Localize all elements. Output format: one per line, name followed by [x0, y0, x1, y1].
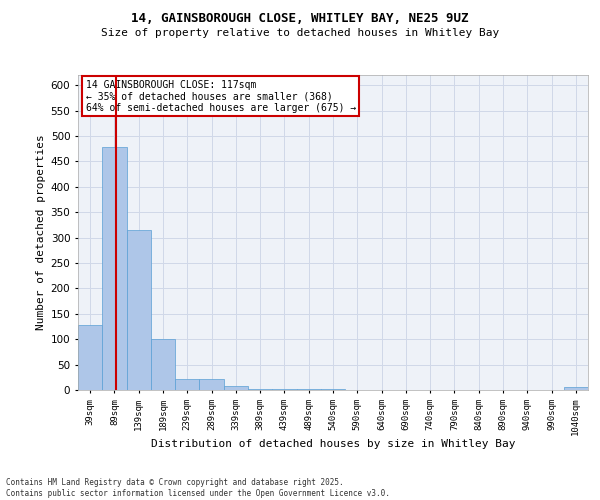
Bar	[151, 339, 175, 390]
Bar	[224, 386, 248, 390]
Bar	[296, 389, 321, 390]
Bar	[272, 389, 296, 390]
Text: Contains HM Land Registry data © Crown copyright and database right 2025.
Contai: Contains HM Land Registry data © Crown c…	[6, 478, 390, 498]
X-axis label: Distribution of detached houses by size in Whitley Bay: Distribution of detached houses by size …	[151, 440, 515, 450]
Bar	[102, 147, 127, 390]
Bar	[248, 389, 272, 390]
Bar	[175, 379, 199, 390]
Text: Size of property relative to detached houses in Whitley Bay: Size of property relative to detached ho…	[101, 28, 499, 38]
Text: 14, GAINSBOROUGH CLOSE, WHITLEY BAY, NE25 9UZ: 14, GAINSBOROUGH CLOSE, WHITLEY BAY, NE2…	[131, 12, 469, 26]
Bar	[321, 389, 345, 390]
Text: 14 GAINSBOROUGH CLOSE: 117sqm
← 35% of detached houses are smaller (368)
64% of : 14 GAINSBOROUGH CLOSE: 117sqm ← 35% of d…	[86, 80, 356, 113]
Y-axis label: Number of detached properties: Number of detached properties	[37, 134, 46, 330]
Bar	[564, 388, 588, 390]
Bar	[78, 325, 102, 390]
Bar	[127, 230, 151, 390]
Bar	[199, 379, 224, 390]
